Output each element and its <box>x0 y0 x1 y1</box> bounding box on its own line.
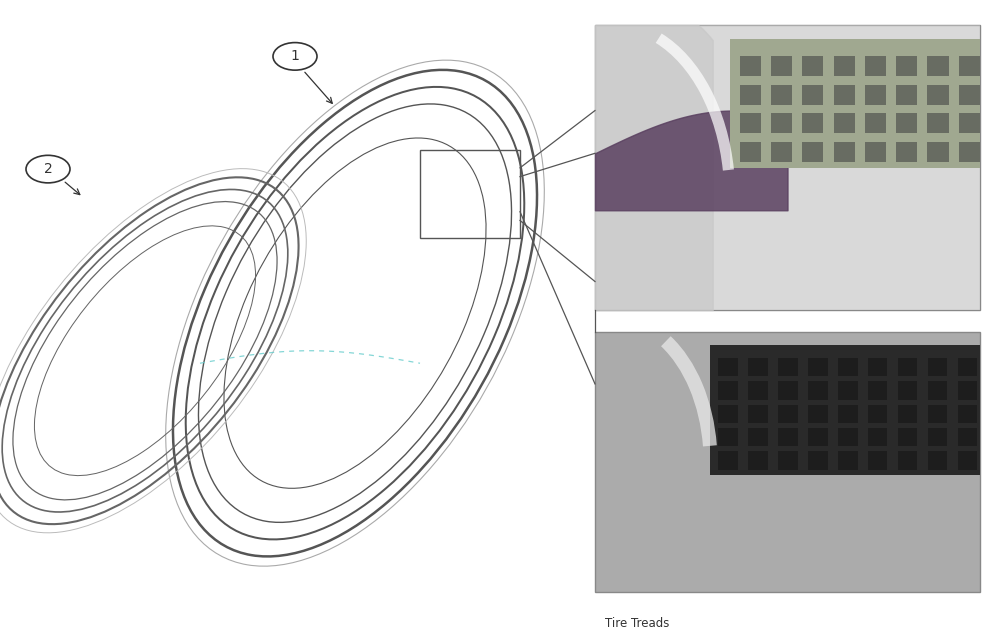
Bar <box>838 381 858 399</box>
Bar <box>959 113 980 133</box>
Text: 2: 2 <box>44 162 52 176</box>
Bar <box>868 404 887 423</box>
Bar <box>771 56 792 76</box>
Bar <box>740 142 761 162</box>
Bar <box>868 451 887 470</box>
Bar <box>927 85 949 105</box>
Polygon shape <box>595 332 980 592</box>
Bar <box>868 428 887 446</box>
Bar <box>808 404 828 423</box>
Text: Tire Treads: Tire Treads <box>605 617 669 630</box>
Bar <box>718 358 738 376</box>
Bar <box>834 85 855 105</box>
Bar <box>771 85 792 105</box>
Bar <box>928 358 947 376</box>
Bar <box>896 85 917 105</box>
Bar <box>595 25 980 310</box>
Bar <box>898 428 917 446</box>
Bar <box>808 428 828 446</box>
Bar <box>802 85 823 105</box>
Bar <box>718 451 738 470</box>
Bar <box>959 56 980 76</box>
Bar <box>718 404 738 423</box>
Bar <box>928 428 947 446</box>
Bar <box>896 56 917 76</box>
Bar <box>958 428 977 446</box>
Bar <box>868 358 887 376</box>
Bar <box>808 358 828 376</box>
Bar <box>838 358 858 376</box>
Bar <box>928 404 947 423</box>
Bar <box>834 113 855 133</box>
Bar <box>748 381 768 399</box>
Bar <box>748 451 768 470</box>
Bar <box>802 56 823 76</box>
Polygon shape <box>595 25 980 310</box>
Bar <box>927 113 949 133</box>
Bar <box>748 358 768 376</box>
Bar <box>778 451 798 470</box>
Bar <box>958 358 977 376</box>
Bar <box>595 332 980 592</box>
Text: 1: 1 <box>291 49 299 63</box>
Bar <box>834 142 855 162</box>
Bar <box>927 56 949 76</box>
Bar <box>958 404 977 423</box>
Bar <box>778 381 798 399</box>
Bar <box>778 358 798 376</box>
Bar <box>928 381 947 399</box>
Bar <box>898 451 917 470</box>
Bar <box>959 142 980 162</box>
Bar <box>958 451 977 470</box>
Bar <box>838 404 858 423</box>
Bar <box>771 113 792 133</box>
Bar <box>865 85 886 105</box>
Bar <box>778 428 798 446</box>
Bar <box>802 113 823 133</box>
Bar <box>898 404 917 423</box>
Bar <box>710 345 980 475</box>
Bar <box>718 381 738 399</box>
Bar <box>718 428 738 446</box>
Bar <box>740 56 761 76</box>
Bar <box>748 428 768 446</box>
Bar <box>740 85 761 105</box>
Bar <box>808 451 828 470</box>
Bar <box>771 142 792 162</box>
Bar <box>730 39 980 167</box>
Bar <box>958 381 977 399</box>
Bar <box>898 358 917 376</box>
Bar <box>838 428 858 446</box>
Bar <box>740 113 761 133</box>
Bar <box>896 142 917 162</box>
Bar <box>865 113 886 133</box>
Bar <box>898 381 917 399</box>
Bar <box>802 142 823 162</box>
Bar <box>838 451 858 470</box>
Bar <box>896 113 917 133</box>
Bar <box>868 381 887 399</box>
Bar <box>865 142 886 162</box>
Bar <box>748 404 768 423</box>
Bar <box>420 150 520 238</box>
Bar <box>865 56 886 76</box>
Bar <box>778 404 798 423</box>
Bar <box>808 381 828 399</box>
Bar <box>834 56 855 76</box>
Bar <box>928 451 947 470</box>
Bar <box>927 142 949 162</box>
Bar <box>959 85 980 105</box>
